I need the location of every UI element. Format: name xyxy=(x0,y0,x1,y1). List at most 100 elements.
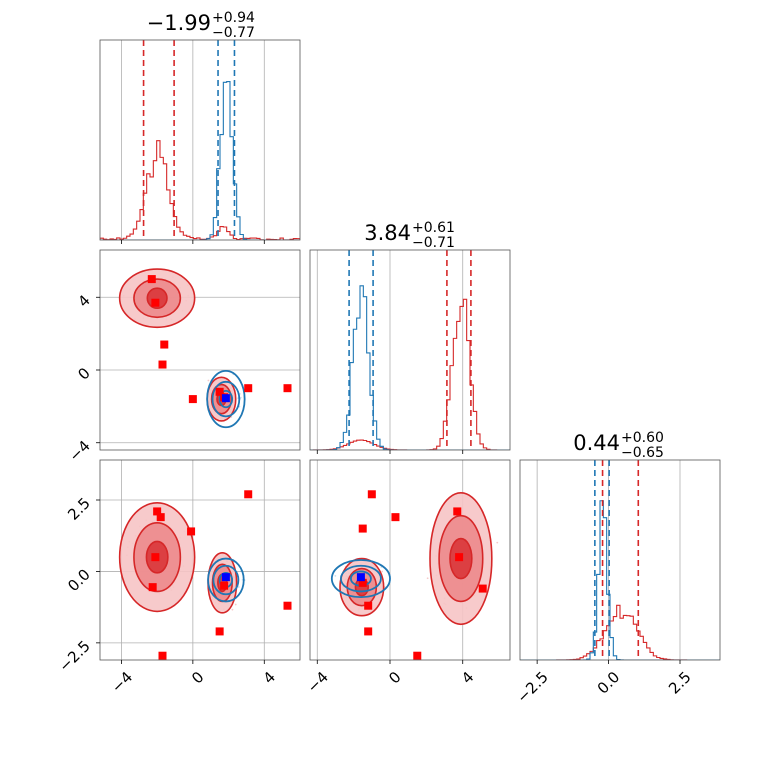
panel-plot-area xyxy=(316,460,499,660)
panel-frame xyxy=(309,249,511,451)
contour-blue-level-3 xyxy=(330,559,391,599)
panel-frame xyxy=(99,249,301,451)
marker-red xyxy=(391,513,400,522)
scatter-point-red xyxy=(381,570,384,573)
y-tick-label: 0 xyxy=(74,364,93,383)
marker-red xyxy=(283,601,292,610)
x-tick-label: −4 xyxy=(304,668,332,696)
title-hist-y: 3.84 +0.61 −0.71 xyxy=(364,220,455,251)
scatter-point-blue xyxy=(334,575,337,577)
x-tick-label: 4 xyxy=(260,668,279,687)
scatter-point-red xyxy=(496,541,499,544)
title-upper-x: +0.94 xyxy=(212,10,255,26)
panel-hist_y xyxy=(309,249,511,454)
marker-red xyxy=(153,507,162,516)
marker-red xyxy=(283,384,292,393)
panel-plot-area xyxy=(310,250,510,450)
contour-blue-level-3 xyxy=(207,557,245,603)
marker-red xyxy=(148,583,157,592)
title-lower-y: −0.71 xyxy=(412,235,455,251)
scatter-point-red xyxy=(207,379,210,382)
panel-frame xyxy=(99,39,301,241)
title-value-z: 0.44 xyxy=(573,431,620,455)
panel-frame xyxy=(309,459,511,661)
marker-red xyxy=(215,627,224,636)
x-tick-label: −2.5 xyxy=(513,668,551,706)
panel-scatter_yz: −4 0 4 xyxy=(304,459,511,696)
scatter-point-red xyxy=(426,577,429,580)
marker-red xyxy=(188,395,197,404)
marker-red xyxy=(367,490,376,499)
panel-hist_z: −2.5 0.0 2.5 xyxy=(513,459,721,707)
x-tick-label: 2.5 xyxy=(665,668,695,698)
marker-red xyxy=(358,578,367,587)
marker-red xyxy=(364,627,373,636)
marker-red xyxy=(244,490,253,499)
panel-frame xyxy=(519,459,721,661)
y-tick-label: 4 xyxy=(74,291,93,310)
title-value-x: −1.99 xyxy=(147,11,211,35)
y-tick-label: −4 xyxy=(65,437,93,465)
title-hist-x: −1.99 +0.94 −0.77 xyxy=(147,10,255,41)
panel-scatter_xz: −4 0 4 −2.5 0.0 2.5 xyxy=(55,459,301,696)
chart-marks: −2.5 0.0 2.5 −4 0 4 −4 0 4 −2.5 0.0 2.5 −4 0 4 xyxy=(55,39,721,707)
y-tick-label: 2.5 xyxy=(64,494,94,524)
y-tick-label: 0.0 xyxy=(64,566,94,596)
panel-plot-area xyxy=(100,40,300,240)
marker-red xyxy=(215,387,224,396)
marker-red xyxy=(151,298,160,307)
marker-blue xyxy=(356,573,365,582)
marker-red xyxy=(364,601,373,610)
panel-plot-area xyxy=(520,460,720,660)
marker-red xyxy=(187,527,196,536)
marker-red xyxy=(455,553,464,562)
scatter-point-red xyxy=(231,608,234,611)
marker-red xyxy=(158,360,167,369)
marker-red xyxy=(220,581,229,590)
marker-red xyxy=(156,513,165,522)
marker-red xyxy=(151,553,160,562)
title-hist-z: 0.44 +0.60 −0.65 xyxy=(573,430,664,461)
marker-red xyxy=(478,584,487,593)
histogram-blue-series xyxy=(310,285,510,450)
scatter-point-red xyxy=(234,603,237,606)
panel-plot-area xyxy=(100,460,300,660)
contour-blue-level-2 xyxy=(340,564,382,593)
marker-red xyxy=(244,384,253,393)
x-tick-label: 0.0 xyxy=(594,668,624,698)
contour-blue-level-3 xyxy=(206,370,246,429)
contour-blue-level-2 xyxy=(212,564,240,596)
scatter-point-blue xyxy=(239,396,242,399)
panel-frame xyxy=(99,459,301,661)
title-value-y: 3.84 xyxy=(364,221,411,245)
x-tick-label: 0 xyxy=(385,668,404,687)
marker-red xyxy=(147,275,156,284)
histogram-red-series xyxy=(100,140,300,240)
y-tick-label: −2.5 xyxy=(55,637,93,675)
histogram-red-series xyxy=(310,298,510,450)
histogram-red-series xyxy=(520,604,720,660)
marker-red xyxy=(413,651,422,660)
histogram-blue-series xyxy=(520,500,720,660)
x-tick-label: 0 xyxy=(188,668,207,687)
scatter-point-blue xyxy=(237,586,240,588)
x-tick-label: −4 xyxy=(108,668,136,696)
title-upper-z: +0.60 xyxy=(621,430,664,446)
title-lower-x: −0.77 xyxy=(212,25,255,41)
title-upper-y: +0.61 xyxy=(412,220,455,236)
contour-blue-level-1 xyxy=(218,390,234,409)
histogram-blue-series xyxy=(100,81,300,240)
marker-blue xyxy=(221,573,230,582)
contour-blue-level-2 xyxy=(211,380,241,418)
panel-scatter_xy: −4 0 4 xyxy=(65,249,301,465)
x-tick-label: 4 xyxy=(458,668,477,687)
marker-red xyxy=(453,507,462,516)
title-lower-z: −0.65 xyxy=(621,445,664,461)
marker-red xyxy=(160,340,169,349)
marker-blue xyxy=(221,394,230,403)
marker-red xyxy=(158,651,167,660)
marker-red xyxy=(358,524,367,533)
panel-plot-area xyxy=(100,268,300,444)
